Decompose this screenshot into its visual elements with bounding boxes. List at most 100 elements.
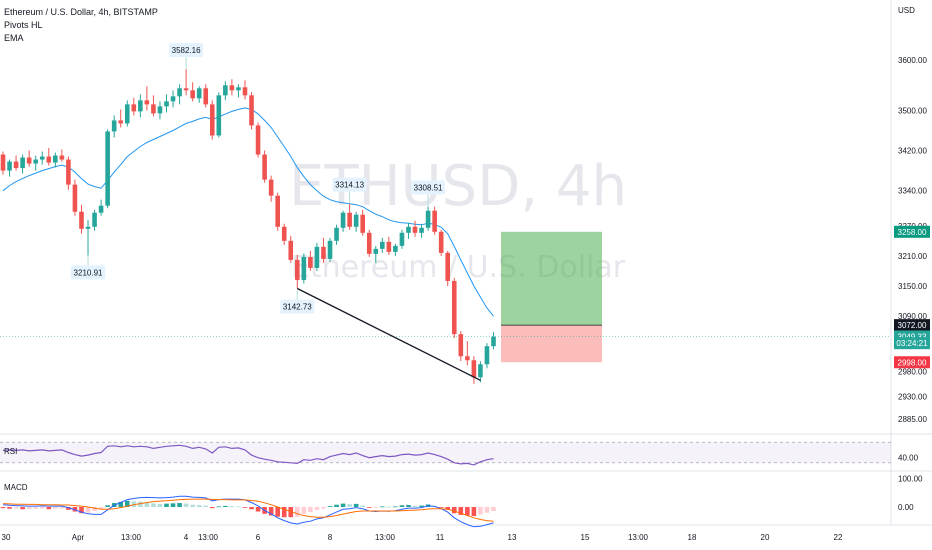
macd-histogram-bar — [53, 507, 58, 509]
macd-histogram-bar — [451, 507, 457, 514]
price-label[interactable]: 3258.00 — [894, 225, 930, 238]
macd-histogram-bar — [0, 507, 6, 509]
time-tick: 13 — [508, 533, 517, 542]
macd-histogram-bar — [327, 506, 333, 507]
macd-histogram-bar — [131, 501, 137, 507]
trendline-layer[interactable] — [297, 287, 481, 381]
candle-body — [13, 161, 19, 169]
candle — [7, 159, 12, 177]
candle-body — [26, 157, 32, 164]
macd-histogram-bar — [13, 507, 19, 509]
pivot-label: 3308.51 — [411, 180, 446, 207]
candle-body — [314, 246, 320, 268]
candle — [412, 220, 418, 237]
candle — [275, 192, 280, 231]
position-tool[interactable] — [0, 231, 891, 363]
candle-body — [105, 131, 110, 206]
candle-body — [0, 154, 6, 171]
pivot-label: 3314.13 — [332, 177, 367, 204]
candle — [85, 219, 91, 256]
target-zone[interactable] — [501, 231, 602, 326]
candle-body — [236, 87, 241, 91]
candle-body — [46, 156, 52, 163]
macd-histogram-bar — [39, 507, 45, 509]
candle — [314, 242, 320, 271]
time-tick: 8 — [328, 533, 333, 542]
candle — [425, 206, 431, 231]
macd-histogram-bar — [177, 503, 182, 507]
candle — [484, 343, 490, 369]
macd-histogram-bar — [92, 507, 97, 511]
macd-line — [2, 495, 494, 528]
candle-body — [53, 155, 58, 163]
candle — [124, 100, 130, 127]
price-tick: 3150.00 — [898, 282, 927, 291]
price-tick: 2885.00 — [898, 415, 927, 424]
candle-body — [262, 154, 267, 180]
candle-body — [438, 231, 444, 253]
price-label[interactable]: 2998.00 — [894, 356, 930, 369]
candle — [419, 223, 424, 238]
candle — [406, 222, 411, 239]
macd-histogram-bar — [249, 507, 254, 510]
macd-histogram-bar — [301, 507, 307, 514]
candle-body — [432, 210, 437, 232]
candle-body — [196, 88, 202, 99]
macd-histogram-bar — [458, 507, 464, 515]
pivot-value: 3210.91 — [74, 268, 103, 277]
candle-body — [484, 346, 490, 365]
price-tick: 3500.00 — [898, 106, 927, 115]
currency-label: USD — [898, 6, 915, 15]
candle — [399, 229, 405, 249]
time-axis[interactable]: 30 Apr 13:00 4 13:00 6 8 13:00 11 13 15 13:00 18 20 22 — [2, 533, 843, 542]
price-axis[interactable]: 3600.003500.003420.003340.003270.003210.… — [894, 56, 930, 424]
chart-legend: Ethereum / U.S. Dollar, 4h, BITSTAMP Piv… — [4, 6, 158, 45]
candle-body — [281, 226, 287, 241]
candle-body — [183, 88, 189, 91]
candle — [26, 150, 32, 167]
rsi-band — [0, 442, 891, 463]
macd-histogram-bar — [66, 507, 71, 510]
price-label-text: 2998.00 — [898, 358, 927, 367]
candle-body — [144, 100, 150, 105]
price-label[interactable]: 03:24:21 — [894, 337, 930, 350]
candle — [151, 95, 156, 117]
macd-histogram-bar — [340, 503, 346, 507]
price-tick: 3090.00 — [898, 312, 927, 321]
rsi-tick: 40.00 — [898, 454, 919, 463]
macd-histogram-bar — [72, 507, 78, 512]
candle-body — [478, 364, 483, 378]
price-label-text: 3258.00 — [898, 228, 927, 237]
candle-body — [229, 85, 235, 91]
candle-body — [223, 85, 228, 96]
candle — [170, 90, 176, 108]
indicator-ema[interactable]: EMA — [4, 33, 24, 43]
macd-histogram-bar — [151, 503, 156, 507]
stop-zone[interactable] — [501, 325, 602, 363]
indicator-pivots-hl[interactable]: Pivots HL — [4, 20, 43, 30]
price-label[interactable]: 3072.00 — [894, 319, 930, 332]
time-tick: 18 — [688, 533, 697, 542]
candle — [183, 69, 189, 96]
candle — [242, 80, 248, 100]
candle — [98, 199, 104, 216]
macd-histogram-bar — [20, 507, 25, 510]
candle-body — [59, 155, 65, 160]
pivot-value: 3142.73 — [283, 303, 312, 312]
candle-body — [419, 227, 424, 233]
trendline[interactable] — [297, 287, 481, 381]
price-label-bg — [894, 319, 930, 332]
macd-histogram-bar — [183, 503, 189, 507]
macd-histogram-bar — [360, 505, 365, 507]
symbol-title[interactable]: Ethereum / U.S. Dollar, 4h, BITSTAMP — [4, 7, 158, 17]
price-label-bg — [894, 337, 930, 350]
candle-body — [7, 161, 12, 171]
candle-body — [327, 240, 333, 259]
candle-body — [111, 120, 117, 132]
time-tick: 15 — [581, 533, 590, 542]
macd-histogram-bar — [419, 505, 424, 507]
candle-body — [380, 241, 385, 249]
candle — [438, 229, 444, 256]
candle — [301, 253, 307, 284]
